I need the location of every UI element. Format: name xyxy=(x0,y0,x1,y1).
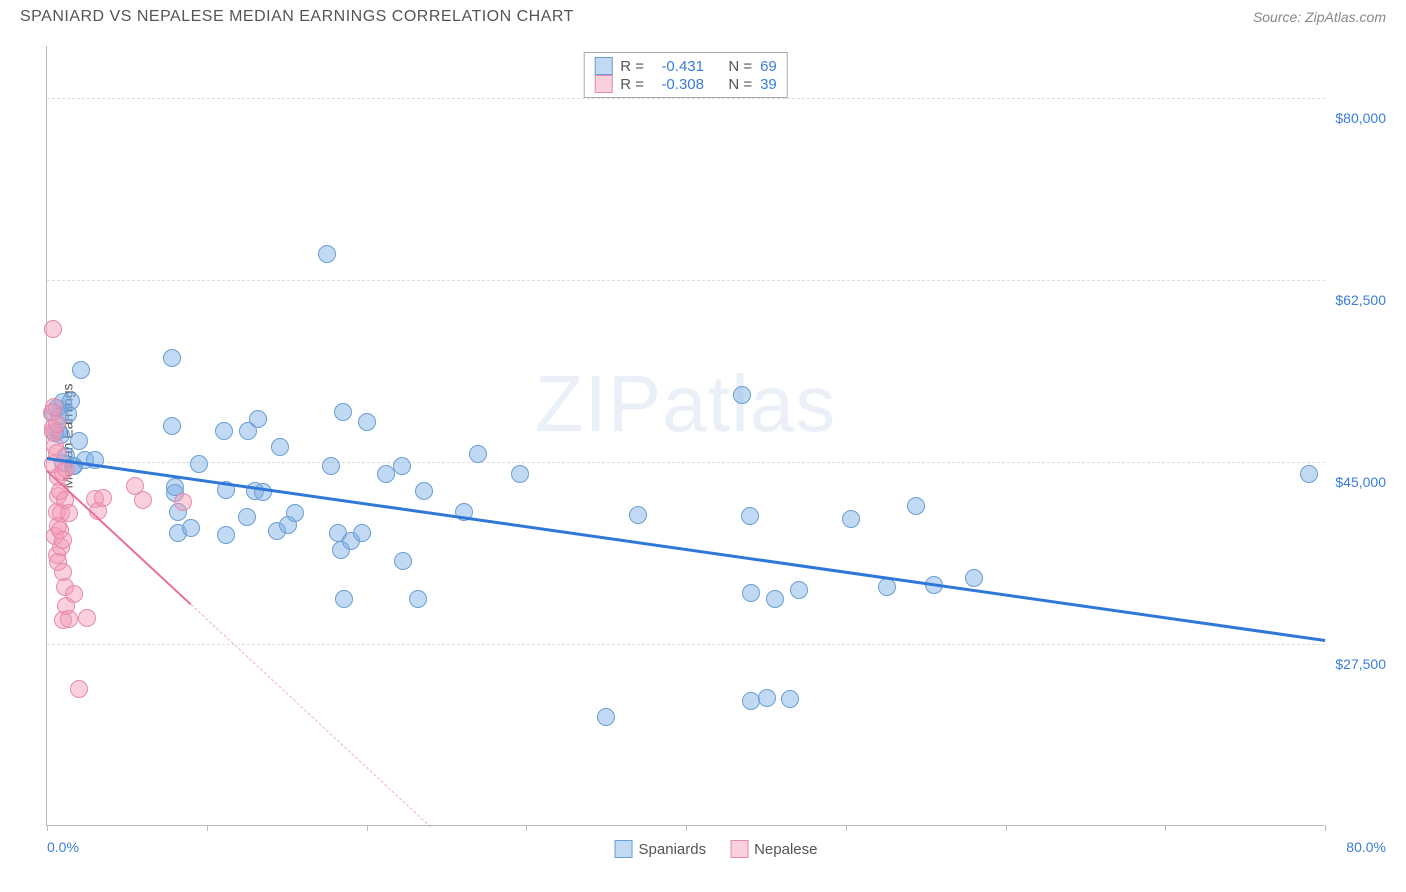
legend-label: Spaniards xyxy=(639,841,707,858)
x-tick xyxy=(1325,825,1326,831)
trendline xyxy=(47,457,1325,641)
x-tick xyxy=(47,825,48,831)
data-point xyxy=(335,590,353,608)
n-value: 69 xyxy=(760,58,777,75)
x-tick xyxy=(846,825,847,831)
data-point xyxy=(629,506,647,524)
data-point xyxy=(62,392,80,410)
data-point xyxy=(393,457,411,475)
n-value: 39 xyxy=(760,76,777,93)
data-point xyxy=(215,422,233,440)
data-point xyxy=(72,361,90,379)
watermark: ZIPatlas xyxy=(535,358,836,450)
r-value: -0.308 xyxy=(652,76,704,93)
data-point xyxy=(134,491,152,509)
data-point xyxy=(394,552,412,570)
r-label: R = xyxy=(620,58,644,75)
data-point xyxy=(353,524,371,542)
x-tick xyxy=(1006,825,1007,831)
legend-swatch xyxy=(730,840,748,858)
data-point xyxy=(322,457,340,475)
source-attribution: Source: ZipAtlas.com xyxy=(1253,9,1386,25)
x-tick xyxy=(1165,825,1166,831)
data-point xyxy=(741,507,759,525)
n-label: N = xyxy=(728,76,752,93)
y-tick-label: $45,000 xyxy=(1335,474,1386,490)
data-point xyxy=(271,438,289,456)
stats-row: R = -0.308 N = 39 xyxy=(594,75,777,93)
data-point xyxy=(415,482,433,500)
data-point xyxy=(733,386,751,404)
legend-swatch xyxy=(615,840,633,858)
legend-swatch xyxy=(594,75,612,93)
data-point xyxy=(78,609,96,627)
data-point xyxy=(742,584,760,602)
data-point xyxy=(318,245,336,263)
gridline-h xyxy=(47,280,1325,281)
legend-label: Nepalese xyxy=(754,841,817,858)
data-point xyxy=(758,689,776,707)
data-point xyxy=(334,403,352,421)
data-point xyxy=(54,531,72,549)
y-tick-label: $62,500 xyxy=(1335,292,1386,308)
data-point xyxy=(286,504,304,522)
data-point xyxy=(249,410,267,428)
legend-item: Spaniards xyxy=(615,840,707,858)
data-point xyxy=(45,398,63,416)
y-tick-label: $80,000 xyxy=(1335,110,1386,126)
plot-area: Median Earnings ZIPatlas R =-0.431 N =69… xyxy=(46,46,1324,826)
x-max-label: 80.0% xyxy=(1346,839,1386,855)
data-point xyxy=(878,578,896,596)
gridline-h xyxy=(47,462,1325,463)
data-point xyxy=(163,417,181,435)
chart-container: Median Earnings ZIPatlas R =-0.431 N =69… xyxy=(46,46,1386,826)
data-point xyxy=(217,526,235,544)
data-point xyxy=(70,432,88,450)
data-point xyxy=(409,590,427,608)
correlation-stats-box: R = -0.431 N = 69 R = -0.308 N = 39 xyxy=(583,52,788,98)
legend-item: Nepalese xyxy=(730,840,817,858)
gridline-h xyxy=(47,644,1325,645)
x-tick xyxy=(207,825,208,831)
data-point xyxy=(597,708,615,726)
gridline-h xyxy=(47,98,1325,99)
data-point xyxy=(70,680,88,698)
data-point xyxy=(48,415,66,433)
data-point xyxy=(766,590,784,608)
data-point xyxy=(44,320,62,338)
data-point xyxy=(781,690,799,708)
chart-title: SPANIARD VS NEPALESE MEDIAN EARNINGS COR… xyxy=(20,8,574,26)
x-tick xyxy=(367,825,368,831)
data-point xyxy=(174,493,192,511)
n-label: N = xyxy=(728,58,752,75)
data-point xyxy=(190,455,208,473)
x-tick xyxy=(526,825,527,831)
data-point xyxy=(469,445,487,463)
data-point xyxy=(182,519,200,537)
data-point xyxy=(965,569,983,587)
data-point xyxy=(94,489,112,507)
data-point xyxy=(907,497,925,515)
legend-swatch xyxy=(594,57,612,75)
data-point xyxy=(511,465,529,483)
data-point xyxy=(60,504,78,522)
trendline-extrapolation xyxy=(190,604,430,827)
data-point xyxy=(238,508,256,526)
series-legend: Spaniards Nepalese xyxy=(615,840,818,858)
data-point xyxy=(842,510,860,528)
x-min-label: 0.0% xyxy=(47,839,79,855)
data-point xyxy=(1300,465,1318,483)
r-label: R = xyxy=(620,76,644,93)
y-tick-label: $27,500 xyxy=(1335,656,1386,672)
stats-row: R = -0.431 N = 69 xyxy=(594,57,777,75)
data-point xyxy=(163,349,181,367)
data-point xyxy=(358,413,376,431)
x-tick xyxy=(686,825,687,831)
data-point xyxy=(65,585,83,603)
data-point xyxy=(790,581,808,599)
data-point xyxy=(60,610,78,628)
r-value: -0.431 xyxy=(652,58,704,75)
